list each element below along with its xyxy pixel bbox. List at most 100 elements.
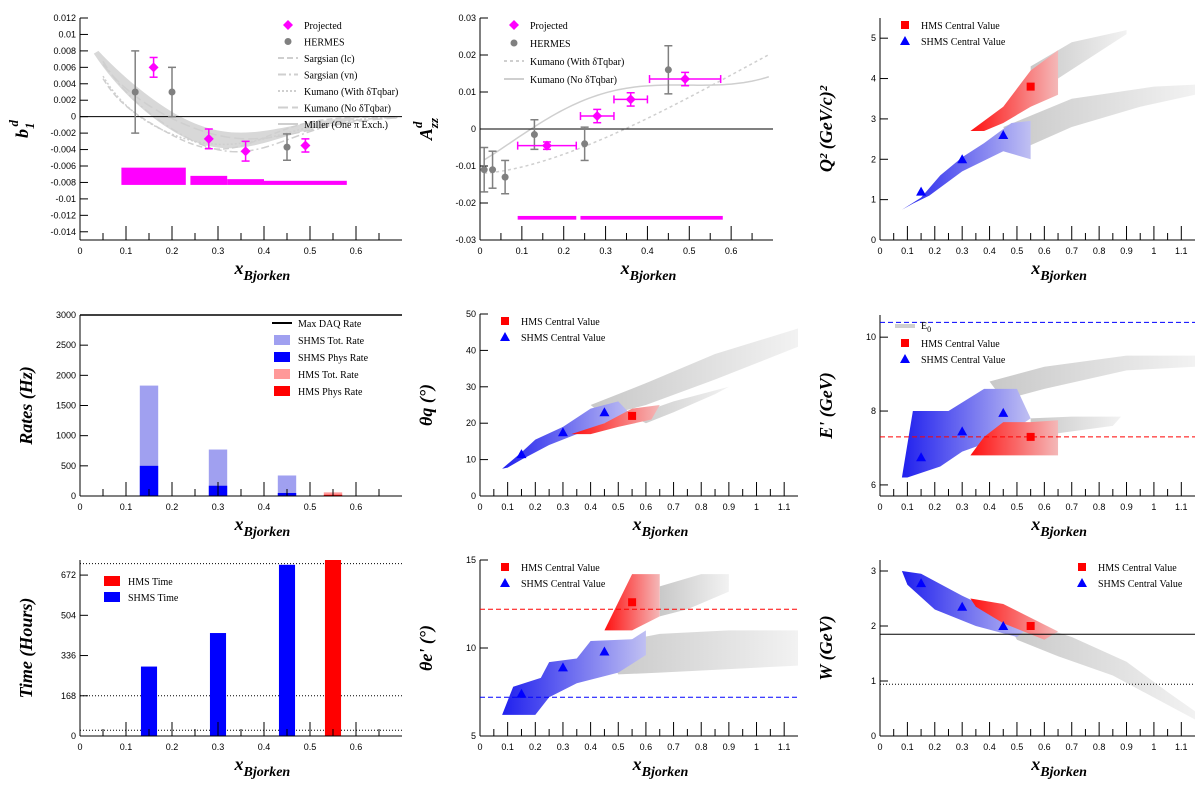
- hms-band: [970, 50, 1059, 132]
- x-axis-label-main: x: [632, 514, 642, 534]
- y-tick-label: 1500: [56, 401, 76, 411]
- x-tick-label: 0.2: [929, 502, 942, 512]
- x-tick-label: 0.7: [1065, 742, 1078, 752]
- x-axis-label-main: x: [234, 754, 244, 774]
- shms-band: [901, 571, 1031, 637]
- x-axis-label-sub: Bjorken: [641, 525, 689, 540]
- x-axis-label-main: x: [632, 754, 642, 774]
- kumano-no-curve: [483, 76, 770, 161]
- legend-label: Kumano (No δTqbar): [530, 75, 617, 86]
- legend-marker: [901, 339, 909, 347]
- hms-central-marker: [1026, 82, 1035, 91]
- x-tick-label: 1.1: [778, 502, 791, 512]
- x-tick-label: 0.4: [584, 502, 597, 512]
- legend-label: Miller (One π Exch.): [304, 120, 388, 131]
- x-tick-label: 0.5: [612, 742, 625, 752]
- x-tick-label: 0.8: [1093, 246, 1106, 256]
- legend-label: Max DAQ Rate: [298, 319, 362, 330]
- shms-band: [502, 630, 646, 715]
- x-tick-label: 0.8: [695, 742, 708, 752]
- legend-marker: [1078, 563, 1086, 571]
- legend-label: Sargsian (lc): [304, 54, 355, 65]
- legend-marker: [501, 317, 509, 325]
- y-tick-label: 6: [871, 480, 876, 490]
- x-tick-label: 0: [477, 742, 482, 752]
- gray-band-mid: [632, 386, 729, 424]
- x-axis-label-main: x: [620, 258, 630, 278]
- x-tick-label: 0.9: [1120, 246, 1133, 256]
- x-tick-label: 0.4: [258, 502, 271, 512]
- legend-marker: [500, 332, 510, 341]
- x-tick-label: 0.1: [501, 742, 514, 752]
- time-bar: [278, 564, 296, 736]
- legend-label: HMS Central Value: [921, 21, 1000, 32]
- x-tick-label: 0.1: [120, 742, 133, 752]
- y-tick-label: 2: [871, 154, 876, 164]
- legend-label: HERMES: [304, 38, 345, 49]
- y-tick-label: -0.014: [50, 227, 76, 237]
- legend-marker: [510, 39, 518, 47]
- x-tick-label: 0: [877, 502, 882, 512]
- time-bar: [140, 666, 158, 736]
- y-label-sub: 1: [22, 123, 37, 130]
- systematic-bar: [264, 180, 347, 185]
- x-tick-label: 0: [877, 742, 882, 752]
- sargsian-vn-curve: [102, 60, 398, 153]
- y-tick-label: 1000: [56, 431, 76, 441]
- x-axis-label-sub: Bjorken: [243, 765, 291, 780]
- y-tick-label: 0: [471, 491, 476, 501]
- x-tick-label: 0.6: [1038, 742, 1051, 752]
- x-tick-label: 0.5: [612, 502, 625, 512]
- hms-central-marker: [1026, 432, 1035, 441]
- x-tick-label: 0.3: [956, 246, 969, 256]
- x-axis-label: xBjorken: [632, 514, 689, 540]
- kumano-with-curve: [102, 75, 398, 146]
- y-tick-label: -0.01: [55, 194, 76, 204]
- x-tick-label: 1: [754, 742, 759, 752]
- x-tick-label: 0.6: [350, 502, 363, 512]
- legend-marker: [901, 21, 909, 29]
- gray-band-lower: [604, 630, 798, 675]
- y-label-sub: zz: [426, 117, 441, 129]
- hms-central-marker: [628, 598, 637, 607]
- x-tick-label: 0.2: [166, 502, 179, 512]
- y-tick-label: 0: [71, 491, 76, 501]
- y-tick-label: 20: [466, 418, 476, 428]
- x-tick-label: 1: [1151, 246, 1156, 256]
- hermes-point: [664, 66, 672, 74]
- x-tick-label: 0.3: [956, 502, 969, 512]
- y-tick-label: 0.01: [58, 29, 76, 39]
- y-tick-label: 2000: [56, 370, 76, 380]
- legend-label: E0: [921, 321, 931, 334]
- x-tick-label: 0: [77, 742, 82, 752]
- legend-label: HMS Central Value: [521, 563, 600, 574]
- x-tick-label: 0.2: [529, 502, 542, 512]
- projected-point: [148, 62, 159, 73]
- y-tick-label: 15: [466, 555, 476, 565]
- legend-marker: [900, 36, 910, 45]
- hermes-point: [168, 88, 176, 96]
- gray-band-lower: [1003, 84, 1195, 152]
- shms-central-marker: [916, 578, 927, 588]
- legend-label: HMS Central Value: [521, 317, 600, 328]
- x-tick-label: 0.5: [304, 246, 317, 256]
- x-tick-label: 0.7: [667, 502, 680, 512]
- chart-b1d: 0 0.1 0.2 0.3 0.4 0.5 0.6 0.012 0.01 0.008 0.006 0.…: [6, 13, 402, 284]
- x-tick-label: 0.3: [599, 246, 612, 256]
- shms-central-marker: [998, 621, 1009, 630]
- y-tick-label: 0: [71, 112, 76, 122]
- x-tick-label: 0.4: [258, 742, 271, 752]
- y-tick-label: 3000: [56, 310, 76, 320]
- y-tick-label: 1: [871, 676, 876, 686]
- x-tick-label: 0.5: [683, 246, 696, 256]
- chart-thetae: 0 0.1 0.2 0.3 0.4 0.5 0.6 0.7 0.8 0.9 1 1.1 5 10 15 xBj…: [416, 555, 798, 780]
- legend-marker: [501, 563, 509, 571]
- legend-label: Kumano (No δTqbar): [304, 104, 391, 115]
- y-tick-label: -0.01: [455, 161, 476, 171]
- projected-point: [592, 111, 603, 122]
- y-axis-label: b1d: [6, 120, 37, 139]
- legend-label: SHMS Tot. Rate: [298, 336, 365, 347]
- y-tick-label: 5: [871, 33, 876, 43]
- x-tick-label: 0.1: [901, 742, 914, 752]
